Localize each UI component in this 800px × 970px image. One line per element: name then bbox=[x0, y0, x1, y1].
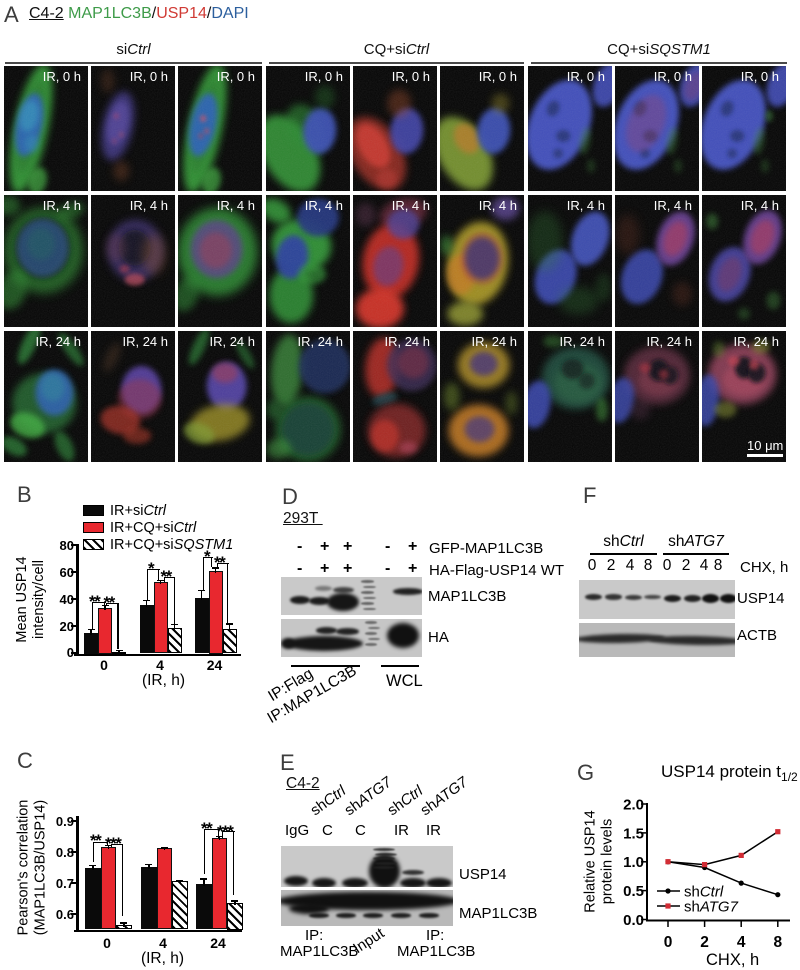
svg-text:4: 4 bbox=[737, 934, 746, 951]
svg-text:0: 0 bbox=[664, 934, 673, 951]
svg-text:8: 8 bbox=[773, 934, 782, 951]
svg-text:2: 2 bbox=[700, 934, 709, 951]
svg-text:1.5: 1.5 bbox=[623, 825, 644, 842]
svg-text:shATG7: shATG7 bbox=[684, 899, 739, 916]
svg-text:0.0: 0.0 bbox=[623, 912, 644, 929]
svg-text:shCtrl: shCtrl bbox=[684, 884, 724, 901]
svg-text:1.0: 1.0 bbox=[623, 854, 644, 871]
svg-text:2.0: 2.0 bbox=[623, 797, 644, 814]
svg-text:0.5: 0.5 bbox=[623, 883, 644, 900]
